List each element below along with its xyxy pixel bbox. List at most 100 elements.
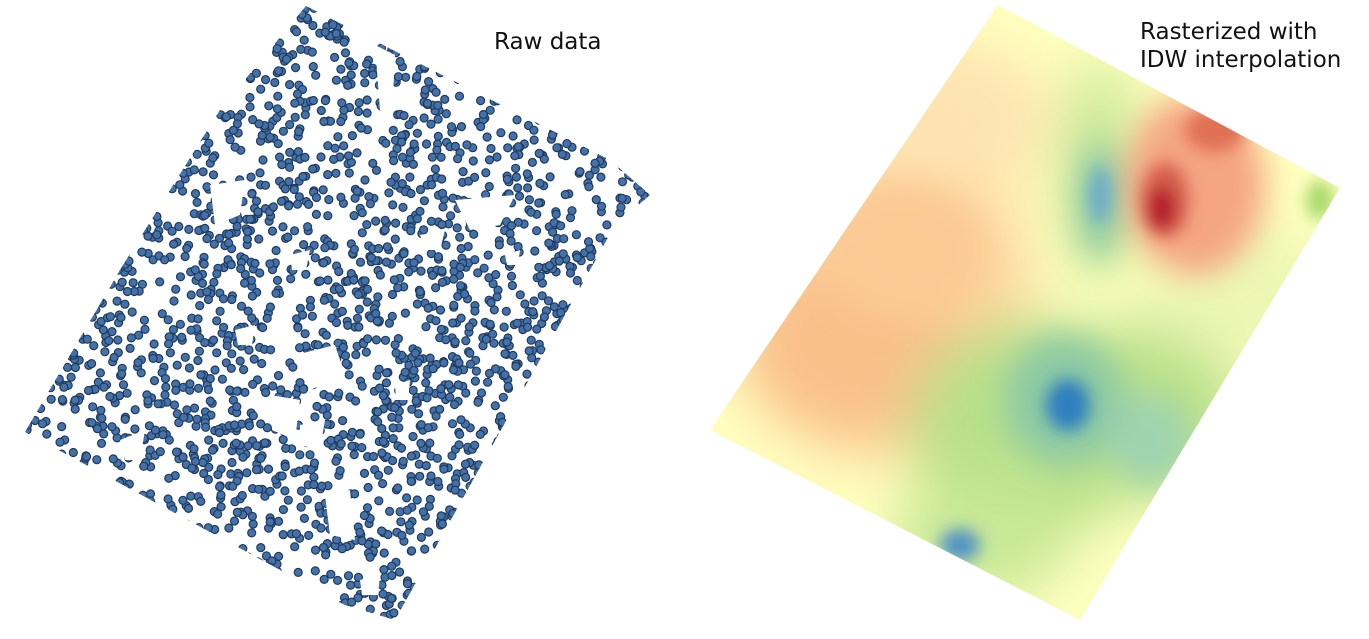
data-point	[288, 585, 298, 596]
data-point	[58, 286, 68, 296]
data-point	[63, 333, 74, 343]
data-point	[116, 614, 127, 620]
data-point	[194, 346, 204, 356]
raster-blue-green-east	[1110, 395, 1190, 485]
data-point	[277, 160, 287, 170]
data-point	[615, 359, 625, 369]
data-point	[86, 149, 97, 159]
data-point	[515, 290, 525, 300]
data-point	[182, 519, 192, 529]
data-point	[25, 194, 26, 204]
data-point	[34, 325, 44, 335]
data-point	[183, 555, 193, 565]
raster-dark-red-peak	[1148, 186, 1176, 230]
data-point	[645, 501, 650, 511]
data-point	[411, 396, 421, 406]
data-point	[70, 205, 80, 215]
data-point	[539, 312, 550, 322]
data-point	[627, 311, 638, 321]
data-point	[523, 442, 533, 452]
data-point	[139, 315, 149, 325]
data-point	[35, 587, 45, 597]
data-point	[573, 530, 583, 541]
data-point	[400, 367, 410, 377]
data-point	[441, 109, 451, 119]
data-point	[613, 595, 623, 605]
data-point	[171, 152, 182, 162]
data-point	[139, 36, 149, 46]
data-point	[61, 478, 71, 488]
data-point	[487, 531, 497, 541]
data-point	[201, 422, 211, 432]
data-point	[250, 258, 260, 268]
data-point	[384, 188, 394, 198]
data-point	[189, 403, 200, 413]
data-point	[294, 466, 304, 476]
data-point	[67, 465, 77, 475]
data-point	[646, 145, 650, 155]
data-point	[449, 274, 459, 284]
data-point	[524, 517, 534, 527]
data-point	[25, 218, 30, 228]
data-point	[520, 60, 530, 70]
data-point	[25, 338, 31, 348]
data-point	[145, 445, 155, 455]
data-point	[485, 30, 495, 41]
data-point	[630, 485, 640, 495]
data-point	[25, 180, 26, 190]
data-point	[180, 352, 190, 362]
data-point	[632, 239, 642, 249]
data-point	[121, 585, 131, 595]
data-point	[226, 363, 236, 373]
data-point	[458, 66, 468, 77]
data-point	[365, 552, 375, 562]
data-point	[227, 457, 237, 468]
data-point	[155, 447, 165, 457]
data-point	[406, 451, 416, 461]
data-point	[114, 478, 125, 488]
data-point	[101, 33, 112, 43]
data-point	[644, 586, 650, 596]
data-point	[79, 498, 90, 508]
data-point	[224, 566, 234, 576]
data-point	[241, 576, 252, 587]
data-point	[416, 438, 426, 448]
data-point	[47, 538, 57, 548]
data-point	[184, 363, 194, 373]
data-point	[587, 569, 598, 579]
data-point	[406, 476, 416, 486]
data-point	[423, 616, 433, 620]
data-point	[180, 94, 190, 104]
data-point	[537, 491, 548, 501]
data-point	[629, 344, 640, 354]
data-point	[157, 586, 167, 596]
data-point	[439, 358, 449, 368]
data-point	[529, 106, 539, 116]
data-point	[455, 262, 465, 272]
data-point	[515, 453, 525, 463]
data-point	[96, 217, 107, 227]
data-point	[346, 580, 356, 590]
data-point	[178, 495, 188, 505]
data-point	[508, 350, 518, 360]
data-point	[220, 573, 230, 583]
data-point	[512, 6, 522, 10]
data-point	[127, 6, 137, 14]
data-point	[175, 272, 186, 282]
data-point	[96, 572, 107, 583]
data-point	[615, 354, 626, 364]
data-point	[589, 366, 599, 376]
data-point	[194, 522, 204, 533]
data-point	[55, 437, 65, 447]
data-point	[68, 228, 78, 238]
data-point	[254, 18, 264, 28]
data-point	[330, 52, 340, 63]
data-point	[451, 27, 461, 38]
data-point	[390, 403, 400, 413]
data-point	[522, 445, 532, 455]
data-point	[591, 611, 602, 620]
data-point	[172, 14, 182, 24]
data-point	[286, 274, 296, 284]
data-point	[55, 243, 65, 253]
data-point	[353, 572, 363, 583]
